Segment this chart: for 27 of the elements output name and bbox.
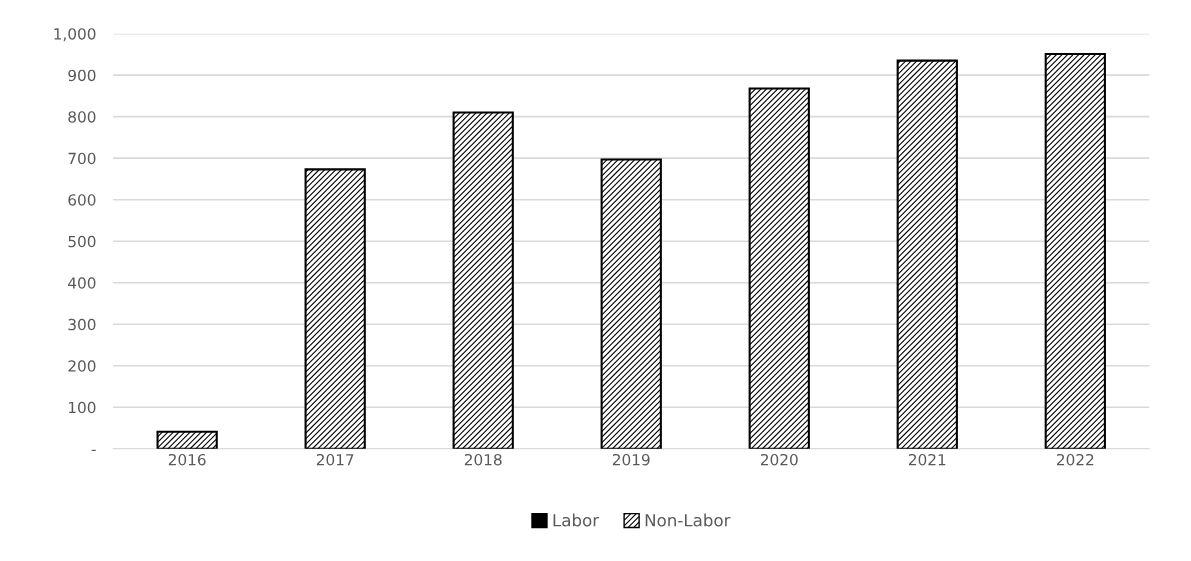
bar — [1044, 52, 1106, 449]
y-tick-label: 400 — [68, 277, 96, 289]
y-tick-label: 300 — [68, 318, 96, 331]
legend-label: Labor — [553, 513, 600, 527]
y-tick-label: 900 — [68, 69, 96, 82]
x-tick-label: 2020 — [760, 453, 798, 466]
y-tick-label: 700 — [68, 152, 96, 165]
legend-label: Non-Labor — [645, 513, 731, 527]
y-tick-label: 800 — [68, 111, 96, 123]
x-tick-label: 2019 — [612, 453, 650, 466]
bar — [600, 158, 662, 449]
x-tick-label: 2021 — [908, 453, 946, 466]
bar — [452, 111, 514, 449]
bar — [304, 168, 366, 449]
x-tick-label: 2022 — [1056, 453, 1094, 466]
y-tick-label: - — [91, 449, 96, 452]
y-tick-label: 600 — [68, 194, 96, 206]
x-tick-label: 2018 — [464, 453, 502, 466]
bar — [748, 87, 810, 449]
x-tick-label: 2016 — [168, 453, 206, 466]
bar — [156, 430, 218, 449]
y-tick-label: 1,000 — [54, 28, 96, 42]
y-tick-label: 200 — [68, 360, 96, 372]
bar — [896, 59, 958, 449]
x-tick-label: 2017 — [316, 453, 354, 466]
y-tick-label: 500 — [68, 235, 96, 248]
y-tick-label: 100 — [69, 401, 96, 414]
